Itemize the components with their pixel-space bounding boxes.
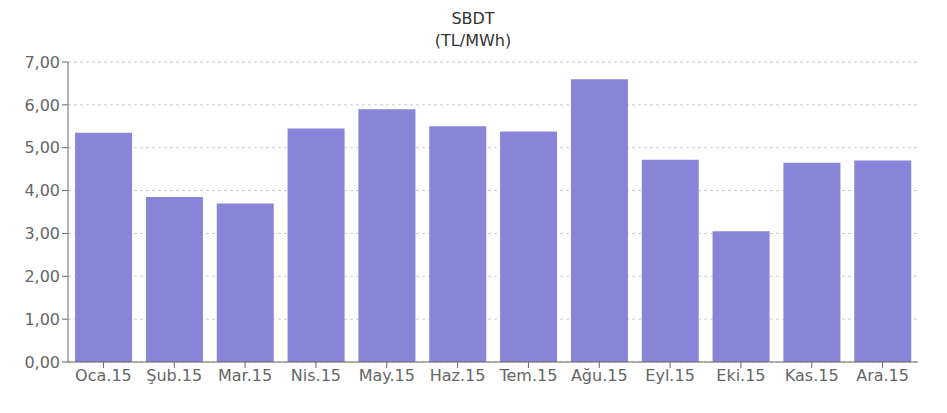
html-text:SBDT: SBDT (451, 9, 495, 28)
svg-text:2,00: 2,00 (24, 267, 60, 286)
svg-text:1,00: 1,00 (24, 310, 60, 329)
svg-text:Haz.15: Haz.15 (430, 366, 486, 385)
svg-text:Ara.15: Ara.15 (856, 366, 909, 385)
svg-text:Ağu.15: Ağu.15 (571, 366, 628, 385)
svg-text:7,00: 7,00 (24, 53, 60, 72)
svg-text:May.15: May.15 (359, 366, 415, 385)
svg-text:Kas.15: Kas.15 (785, 366, 839, 385)
svg-text:Nis.15: Nis.15 (291, 366, 341, 385)
svg-text:Tem.15: Tem.15 (498, 366, 557, 385)
svg-text:Eki.15: Eki.15 (716, 366, 765, 385)
svg-text:Mar.15: Mar.15 (218, 366, 272, 385)
svg-text:6,00: 6,00 (24, 96, 60, 115)
svg-text:0,00: 0,00 (24, 353, 60, 372)
svg-text:Şub.15: Şub.15 (146, 366, 202, 385)
svg-text:Eyl.15: Eyl.15 (645, 366, 694, 385)
svg-text:3,00: 3,00 (24, 224, 60, 243)
html-text:(TL/MWh): (TL/MWh) (434, 31, 512, 50)
svg-text:5,00: 5,00 (24, 138, 60, 157)
svg-text:Oca.15: Oca.15 (75, 366, 132, 385)
svg-text:4,00: 4,00 (24, 181, 60, 200)
